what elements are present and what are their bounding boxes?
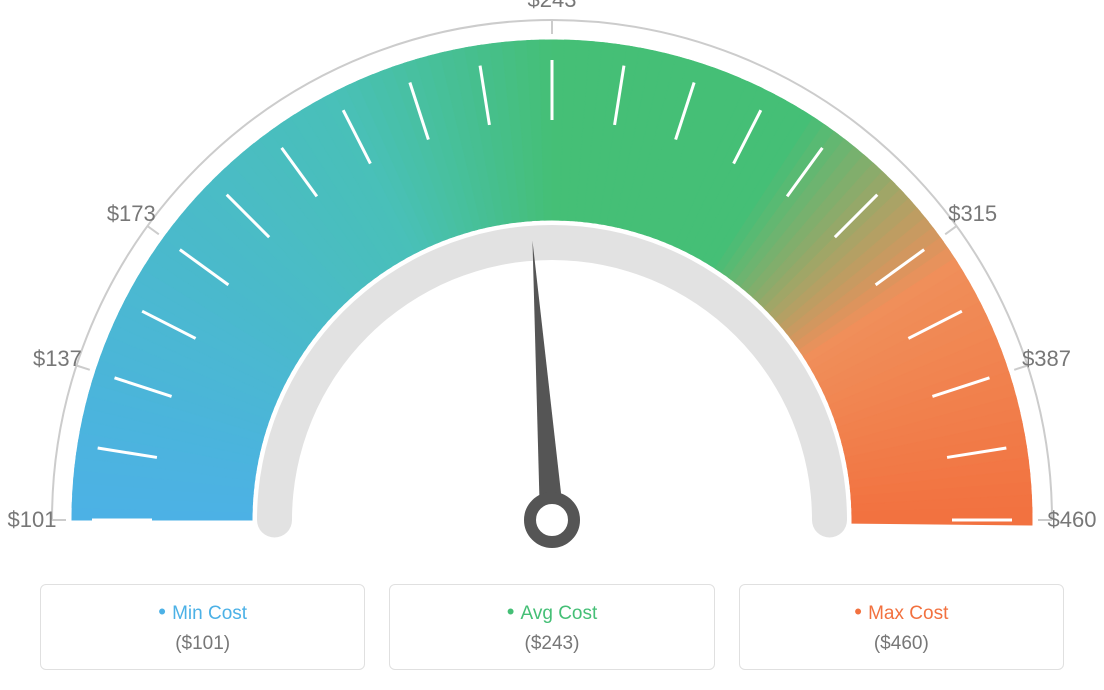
gauge-tick-label: $243	[528, 0, 577, 13]
gauge-svg	[0, 0, 1104, 570]
legend-max-label: Max Cost	[750, 599, 1053, 625]
legend-avg-value: ($243)	[400, 633, 703, 655]
legend-min-label: Min Cost	[51, 599, 354, 625]
legend-container: Min Cost ($101) Avg Cost ($243) Max Cost…	[40, 584, 1064, 670]
legend-avg-label: Avg Cost	[400, 599, 703, 625]
legend-card-avg: Avg Cost ($243)	[389, 584, 714, 670]
legend-max-value: ($460)	[750, 633, 1053, 655]
legend-min-value: ($101)	[51, 633, 354, 655]
gauge-tick-label: $315	[948, 201, 997, 227]
legend-card-max: Max Cost ($460)	[739, 584, 1064, 670]
gauge-tick-label: $460	[1048, 507, 1097, 533]
legend-card-min: Min Cost ($101)	[40, 584, 365, 670]
gauge-tick-label: $173	[107, 201, 156, 227]
gauge-tick-label: $137	[33, 346, 82, 372]
gauge-tick-label: $101	[8, 507, 57, 533]
gauge-tick-label: $387	[1022, 346, 1071, 372]
gauge-chart	[0, 0, 1104, 570]
